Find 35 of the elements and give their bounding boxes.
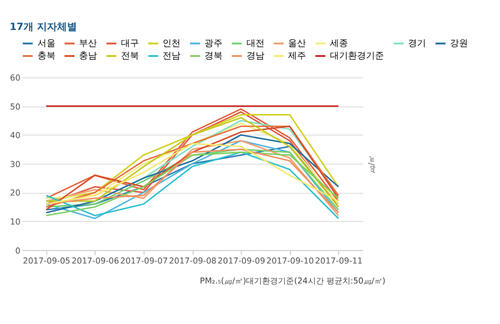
legend-label: 광주 bbox=[204, 39, 223, 50]
legend-label: 대전 bbox=[246, 39, 264, 50]
legend-label: 대기환경기준 bbox=[330, 52, 384, 62]
legend-label: 충남 bbox=[79, 52, 98, 62]
x-tick-label: 2017-09-06 bbox=[72, 255, 120, 266]
legend-label: 울산 bbox=[288, 39, 306, 50]
x-tick-label: 2017-09-09 bbox=[218, 255, 266, 266]
x-tick-label: 2017-09-10 bbox=[266, 255, 314, 266]
legend-label: 경북 bbox=[204, 52, 223, 62]
legend-label: 강원 bbox=[450, 39, 468, 50]
legend-label: 전남 bbox=[162, 52, 181, 62]
y-tick-label: 0 bbox=[15, 245, 20, 256]
x-tick-label: 2017-09-07 bbox=[120, 255, 168, 266]
y-tick-label: 60 bbox=[10, 72, 20, 83]
x-tick-label: 2017-09-05 bbox=[22, 255, 70, 266]
y-tick-label: 40 bbox=[10, 130, 20, 140]
y-axis-title: ㎍/㎥ bbox=[366, 154, 376, 174]
x-tick-label: 2017-09-11 bbox=[315, 255, 363, 266]
legend-label: 충북 bbox=[37, 52, 56, 62]
legend-label: 인천 bbox=[162, 39, 181, 50]
y-tick-label: 20 bbox=[10, 188, 20, 198]
legend-label: 제주 bbox=[288, 52, 306, 62]
legend-label: 대구 bbox=[120, 39, 139, 50]
legend-label: 서울 bbox=[37, 39, 56, 50]
legend-label: 부산 bbox=[79, 39, 98, 50]
legend-label: 경기 bbox=[408, 39, 426, 50]
y-tick-label: 30 bbox=[10, 158, 20, 169]
legend-label: 세종 bbox=[330, 39, 348, 50]
y-tick-label: 50 bbox=[10, 101, 20, 112]
text: PM₂.₅(㎍/㎥)대기환경기준(24시간 평균치:50㎍/㎥) bbox=[200, 276, 386, 286]
legend-label: 경남 bbox=[246, 52, 264, 62]
y-tick-label: 10 bbox=[10, 216, 20, 226]
x-tick-label: 2017-09-08 bbox=[168, 255, 216, 266]
chart-title: 17개 지자체별 bbox=[10, 22, 77, 34]
legend-label: 전북 bbox=[120, 52, 139, 62]
